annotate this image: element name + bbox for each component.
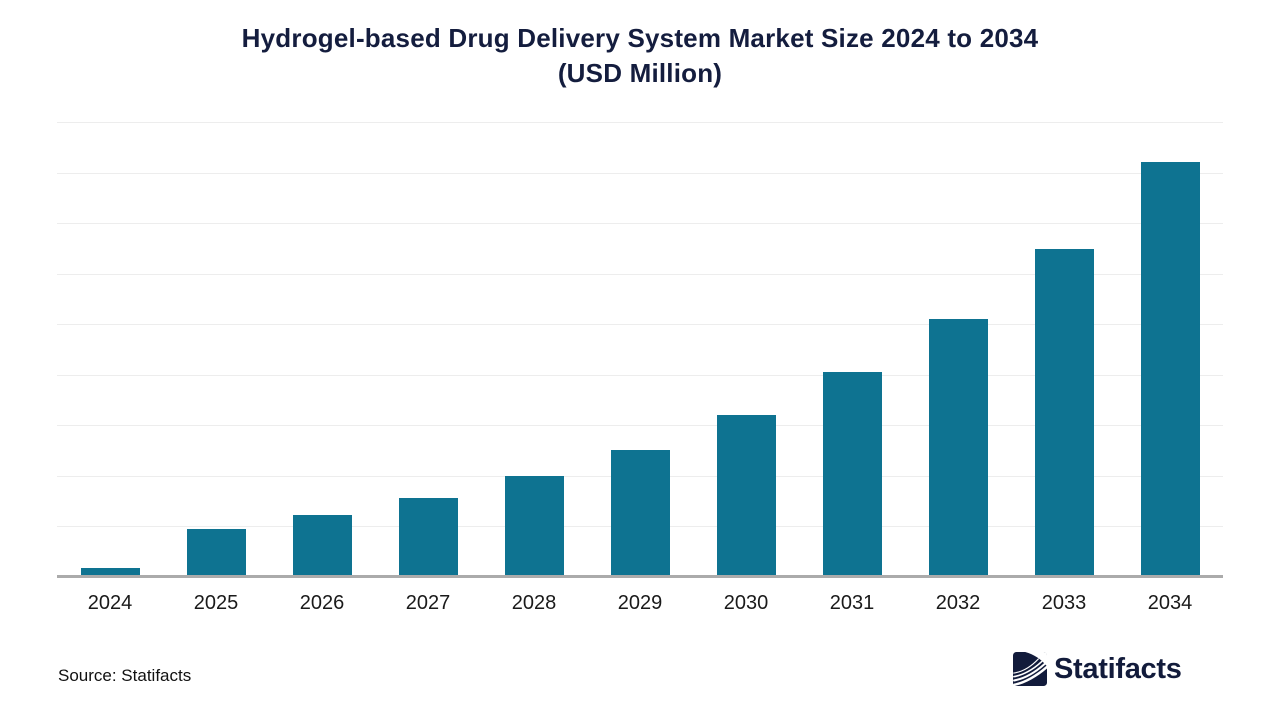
gridline-5000 [57, 324, 1223, 326]
bar-band-2025 [163, 122, 269, 577]
x-tick-label-2030: 2030 [723, 592, 769, 614]
bar-band-2030 [693, 122, 799, 577]
bar-band-2027 [375, 122, 481, 577]
x-axis-labels: 2024 2025 2026 2027 2028 2029 2030 2031 2032 2033… [57, 592, 1223, 615]
statifacts-wave-logo-icon [1013, 652, 1047, 686]
gridline-3000 [57, 425, 1223, 427]
x-tick-label-2024: 2024 [87, 592, 133, 614]
x-tick-label-2027: 2027 [405, 592, 451, 614]
bar-band-2026 [269, 122, 375, 577]
x-axis-line [57, 575, 1223, 578]
bar-2031 [822, 372, 882, 577]
gridline-8000 [57, 172, 1223, 174]
statifacts-logo: Statifacts [1013, 652, 1182, 686]
plot-area [57, 122, 1223, 577]
chart-title-line2: (USD Million) [557, 58, 723, 88]
x-tick-label-2028: 2028 [511, 592, 557, 614]
x-tick-label-2033: 2033 [1041, 592, 1087, 614]
bar-band-2031 [799, 122, 905, 577]
gridline-9000 [57, 122, 1223, 123]
bar-band-2028 [481, 122, 587, 577]
bar-band-2029 [587, 122, 693, 577]
bar-band-2033 [1011, 122, 1117, 577]
chart-title: Hydrogel-based Drug Delivery System Mark… [0, 21, 1280, 91]
bar-2025 [186, 528, 246, 577]
x-tick-label-2026: 2026 [299, 592, 345, 614]
bar-band-2034 [1117, 122, 1223, 577]
bars-row [57, 122, 1223, 577]
bar-2029 [610, 449, 670, 577]
bar-2034 [1140, 161, 1200, 577]
gridline-6000 [57, 273, 1223, 275]
gridline-7000 [57, 223, 1223, 225]
gridline-4000 [57, 374, 1223, 376]
bar-band-2024 [57, 122, 163, 577]
bar-2032 [928, 318, 988, 577]
bar-2028 [504, 476, 564, 577]
chart-title-line1: Hydrogel-based Drug Delivery System Mark… [241, 23, 1039, 53]
bar-2026 [292, 514, 352, 577]
bar-2027 [398, 498, 458, 577]
bar-2033 [1034, 249, 1094, 577]
statifacts-logo-text: Statifacts [1054, 652, 1182, 685]
x-tick-label-2032: 2032 [935, 592, 981, 614]
x-tick-label-2025: 2025 [193, 592, 239, 614]
source-note: Source: Statifacts [58, 666, 192, 685]
bar-2024 [80, 567, 140, 577]
x-tick-label-2034: 2034 [1147, 592, 1193, 614]
x-tick-label-2029: 2029 [617, 592, 663, 614]
bar-band-2032 [905, 122, 1011, 577]
x-tick-label-2031: 2031 [829, 592, 875, 614]
bar-2030 [716, 414, 776, 577]
